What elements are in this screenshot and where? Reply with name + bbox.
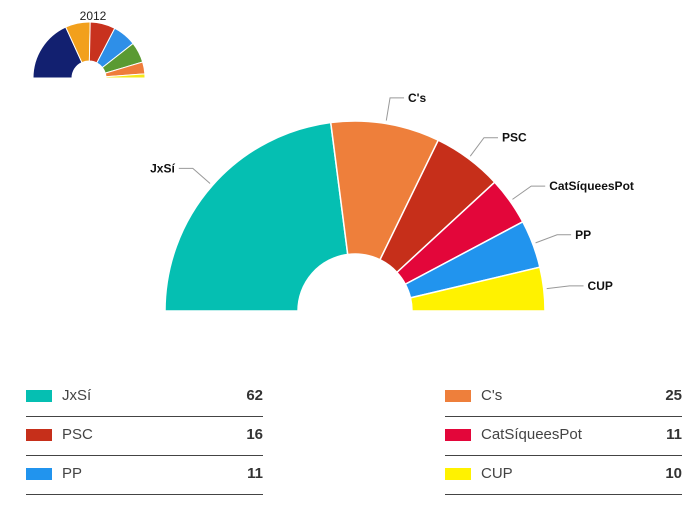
slice-jxsi[interactable] [164,121,349,312]
legend-seats: 62 [246,387,263,404]
slice-label-c-s: C's [408,91,427,105]
connector-cup [546,285,584,290]
chart-2015-half-donut: JxSí C's PSC CatSíqueesPot PP CUP [150,91,634,312]
legend-label: CatSíqueesPot [481,426,582,443]
connector-jxsi [178,167,211,184]
connector-catsiqueespot [512,185,546,200]
legend-label: JxSí [62,387,92,404]
legend-item-pp[interactable]: PP 11 [26,456,263,495]
thumb-slice-0 [32,26,83,79]
legend-left-column: JxSí 62 PSC 16 PP 11 [26,378,263,495]
seat-charts: 2012 JxSí C's PSC CatSíqueesPot PP CUP [32,9,634,312]
legend-swatch [26,468,52,480]
legend-label: CUP [481,465,513,482]
legend-item-psc[interactable]: PSC 16 [26,417,263,456]
legend-label: C's [481,387,503,404]
legend-swatch [445,429,471,441]
thumb-slice-6 [105,73,146,79]
slice-label-psc: PSC [502,131,527,145]
legend-swatch [26,429,52,441]
connector-pp [535,234,572,244]
legend-label: PSC [62,426,93,443]
legend-item-catsiqueespot[interactable]: CatSíqueesPot 11 [445,417,682,456]
legend-item-cup[interactable]: CUP 10 [445,456,682,495]
legend-seats: 10 [665,465,682,482]
legend-label: PP [62,465,83,482]
legend-seats: 11 [247,465,263,482]
connector-c-s [385,97,405,121]
chart-2012-thumbnail[interactable]: 2012 [32,9,146,79]
slice-label-jxsi: JxSí [150,161,175,175]
legend-swatch [26,390,52,402]
connector-psc [469,137,498,157]
legend-swatch [445,468,471,480]
legend-swatch [445,390,471,402]
slice-label-catsiqueespot: CatSíqueesPot [549,179,634,193]
legend-right-column: C's 25 CatSíqueesPot 11 CUP 10 [445,378,682,495]
slice-cup[interactable] [409,266,546,312]
chart-2012-title: 2012 [80,9,107,23]
slice-label-cup: CUP [588,279,613,293]
legend-seats: 11 [666,426,682,443]
legend-seats: 25 [665,387,682,404]
legend-seats: 16 [246,426,263,443]
slice-label-pp: PP [575,228,591,242]
legend-item-cs[interactable]: C's 25 [445,378,682,417]
legend-item-jxsi[interactable]: JxSí 62 [26,378,263,417]
